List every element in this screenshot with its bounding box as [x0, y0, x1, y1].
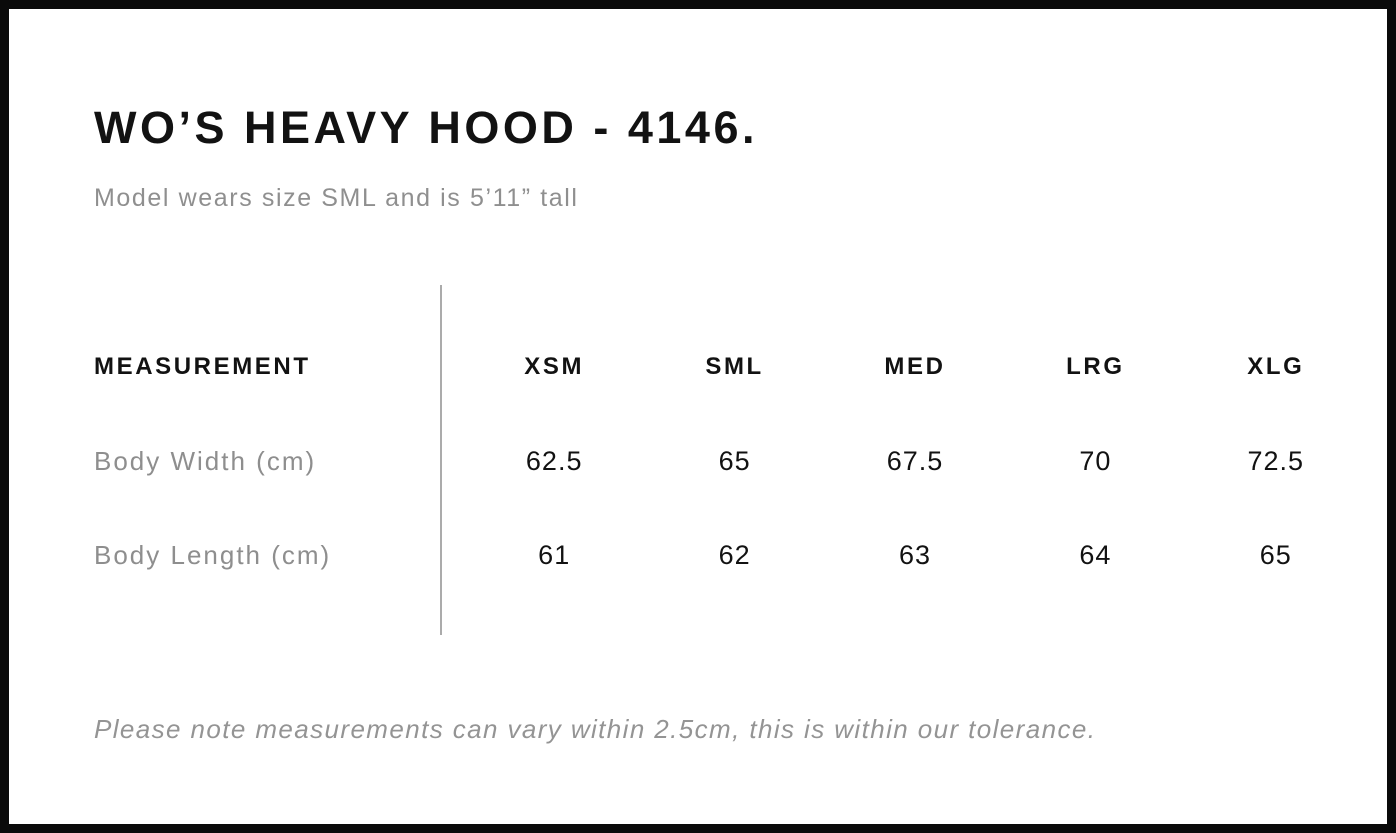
column-header-lrg: LRG — [1066, 353, 1125, 380]
measurement-value: 63 — [898, 539, 932, 570]
row-label-body-width: Body Width (cm) — [94, 445, 317, 476]
measurement-value: 64 — [1079, 539, 1112, 570]
column-header-sml: SML — [705, 353, 764, 380]
column-header-xsm: XSM — [524, 353, 585, 380]
table-vertical-divider — [440, 285, 442, 635]
measurement-value: 65 — [718, 445, 751, 476]
measurement-value: 67.5 — [886, 445, 944, 476]
measurement-value: 70 — [1079, 445, 1112, 476]
measurement-value: 72.5 — [1247, 445, 1305, 476]
size-chart-table: MEASUREMENT XSM SML MED LRG XLG Body Wid… — [94, 320, 1366, 602]
column-header-measurement: MEASUREMENT — [94, 353, 311, 380]
measurement-value: 61 — [538, 539, 571, 570]
row-label-body-length: Body Length (cm) — [94, 539, 332, 570]
model-size-note: Model wears size SML and is 5’11” tall — [94, 184, 579, 212]
measurement-value: 62 — [718, 539, 751, 570]
product-title: WO’S HEAVY HOOD - 4146. — [94, 102, 758, 153]
measurement-value: 62.5 — [525, 445, 583, 476]
tolerance-note: Please note measurements can vary within… — [94, 714, 1097, 744]
column-header-xlg: XLG — [1247, 353, 1305, 380]
column-header-med: MED — [884, 353, 946, 380]
measurement-value: 65 — [1259, 539, 1292, 570]
